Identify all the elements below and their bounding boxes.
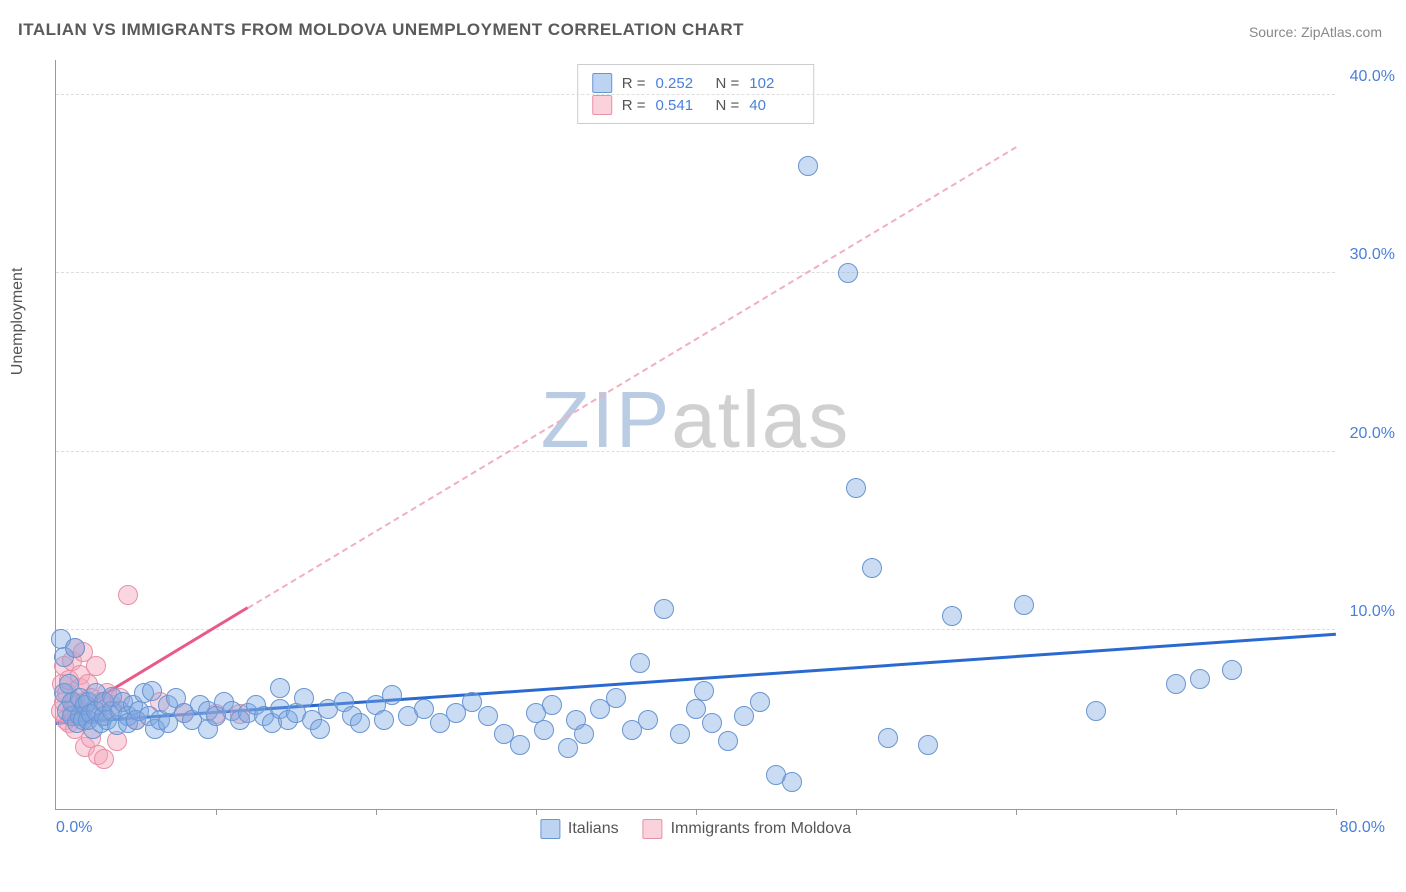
x-axis-max-label: 80.0% xyxy=(1340,819,1385,837)
legend-swatch-pink xyxy=(592,95,612,115)
data-point-blue xyxy=(782,772,802,792)
x-tick xyxy=(696,809,697,815)
data-point-blue xyxy=(1222,660,1242,680)
n-label: N = xyxy=(716,75,740,92)
data-point-blue xyxy=(414,699,434,719)
data-point-blue xyxy=(694,681,714,701)
data-point-blue xyxy=(630,653,650,673)
data-point-blue xyxy=(462,692,482,712)
data-point-blue xyxy=(510,735,530,755)
data-point-blue xyxy=(478,706,498,726)
r-value-pink: 0.541 xyxy=(656,97,706,114)
data-point-blue xyxy=(702,713,722,733)
data-point-blue xyxy=(918,735,938,755)
data-point-blue xyxy=(654,599,674,619)
legend-swatch-pink xyxy=(643,819,663,839)
legend-series-box: Italians Immigrants from Moldova xyxy=(540,819,851,839)
x-tick xyxy=(216,809,217,815)
data-point-blue xyxy=(1086,701,1106,721)
x-tick xyxy=(536,809,537,815)
trendline-pink-dashed xyxy=(247,146,1016,608)
data-point-blue xyxy=(798,156,818,176)
scatter-plot-area: ZIPatlas R = 0.252 N = 102 R = 0.541 N =… xyxy=(55,60,1335,810)
data-point-pink xyxy=(86,656,106,676)
data-point-blue xyxy=(734,706,754,726)
x-tick xyxy=(1336,809,1337,815)
x-tick xyxy=(1016,809,1017,815)
legend-item-moldova: Immigrants from Moldova xyxy=(643,819,852,839)
legend-row-pink: R = 0.541 N = 40 xyxy=(592,95,800,115)
data-point-blue xyxy=(534,720,554,740)
data-point-blue xyxy=(750,692,770,712)
data-point-blue xyxy=(838,263,858,283)
gridline xyxy=(56,629,1335,630)
y-tick-label: 30.0% xyxy=(1350,246,1395,264)
legend-label-moldova: Immigrants from Moldova xyxy=(671,820,852,838)
data-point-blue xyxy=(310,719,330,739)
gridline xyxy=(56,94,1335,95)
source-name: ZipAtlas.com xyxy=(1301,24,1382,40)
chart-title: ITALIAN VS IMMIGRANTS FROM MOLDOVA UNEMP… xyxy=(18,20,744,40)
data-point-blue xyxy=(270,678,290,698)
data-point-blue xyxy=(574,724,594,744)
data-point-blue xyxy=(294,688,314,708)
y-axis-title: Unemployment xyxy=(9,268,27,376)
data-point-blue xyxy=(606,688,626,708)
data-point-blue xyxy=(686,699,706,719)
data-point-blue xyxy=(846,478,866,498)
legend-swatch-blue xyxy=(540,819,560,839)
data-point-blue xyxy=(142,681,162,701)
data-point-blue xyxy=(350,713,370,733)
n-label: N = xyxy=(716,97,740,114)
legend-item-italians: Italians xyxy=(540,819,619,839)
x-tick xyxy=(376,809,377,815)
y-tick-label: 40.0% xyxy=(1350,68,1395,86)
data-point-blue xyxy=(1190,669,1210,689)
source-prefix: Source: xyxy=(1249,24,1301,40)
data-point-blue xyxy=(942,606,962,626)
data-point-pink xyxy=(118,585,138,605)
data-point-blue xyxy=(862,558,882,578)
data-point-pink xyxy=(94,749,114,769)
data-point-blue xyxy=(542,695,562,715)
data-point-blue xyxy=(1014,595,1034,615)
gridline xyxy=(56,451,1335,452)
legend-label-italians: Italians xyxy=(568,820,619,838)
data-point-blue xyxy=(718,731,738,751)
legend-row-blue: R = 0.252 N = 102 xyxy=(592,73,800,93)
data-point-blue xyxy=(1166,674,1186,694)
r-label: R = xyxy=(622,97,646,114)
data-point-blue xyxy=(878,728,898,748)
x-tick xyxy=(1176,809,1177,815)
x-tick xyxy=(856,809,857,815)
x-axis-min-label: 0.0% xyxy=(56,819,92,837)
data-point-blue xyxy=(638,710,658,730)
gridline xyxy=(56,272,1335,273)
r-value-blue: 0.252 xyxy=(656,75,706,92)
y-tick-label: 20.0% xyxy=(1350,425,1395,443)
data-point-blue xyxy=(65,638,85,658)
data-point-blue xyxy=(374,710,394,730)
legend-swatch-blue xyxy=(592,73,612,93)
source-attribution: Source: ZipAtlas.com xyxy=(1249,24,1382,40)
y-tick-label: 10.0% xyxy=(1350,603,1395,621)
r-label: R = xyxy=(622,75,646,92)
n-value-blue: 102 xyxy=(749,75,799,92)
data-point-blue xyxy=(558,738,578,758)
n-value-pink: 40 xyxy=(749,97,799,114)
data-point-blue xyxy=(670,724,690,744)
data-point-blue xyxy=(382,685,402,705)
